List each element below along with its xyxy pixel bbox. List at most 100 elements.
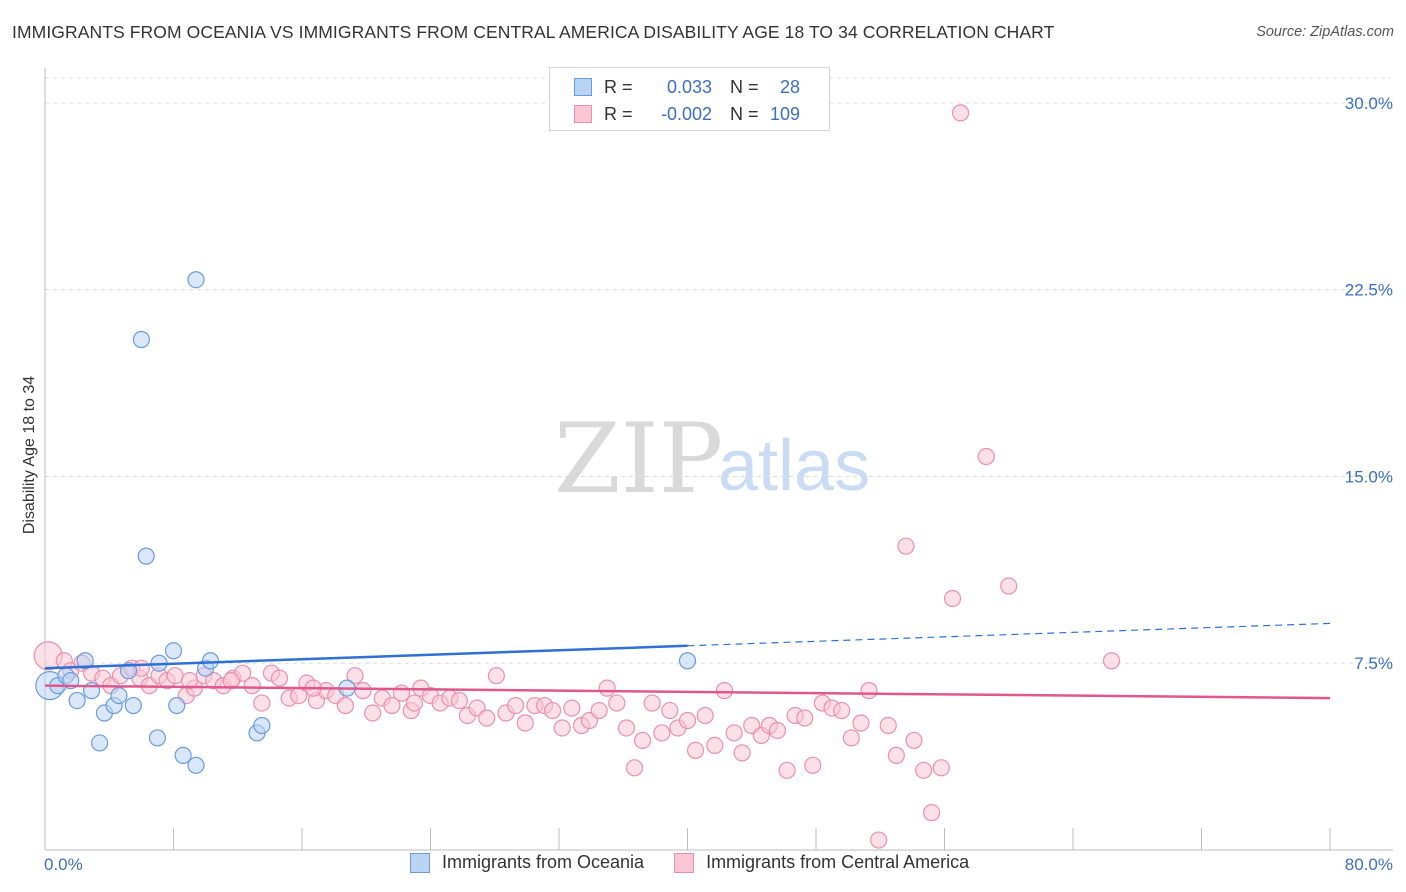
data-point-oceania: [678, 652, 697, 670]
data-point-central-america: [270, 669, 289, 687]
bottom-legend: Immigrants from Oceania Immigrants from …: [410, 852, 999, 873]
data-point-central-america: [553, 719, 571, 737]
data-point-central-america: [733, 744, 751, 762]
data-point-central-america: [879, 716, 897, 735]
gridlines: [45, 77, 1390, 664]
data-point-central-america: [768, 721, 787, 740]
data-point-central-america: [852, 714, 870, 732]
trend-lines: [44, 622, 1331, 700]
data-point-central-america: [643, 694, 661, 712]
data-point-central-america: [905, 731, 923, 750]
data-point-central-america: [923, 804, 941, 822]
y-tick-label: 15.0%: [1345, 467, 1393, 486]
data-point-oceania: [164, 642, 183, 660]
data-point-central-america: [336, 696, 354, 715]
data-point-oceania: [187, 756, 205, 774]
data-point-oceania: [187, 271, 205, 289]
data-point-central-america: [860, 682, 878, 700]
watermark-zip: ZIP: [554, 403, 723, 515]
axes: [44, 68, 1393, 851]
data-point-central-america: [915, 761, 933, 779]
data-point-central-america: [478, 709, 496, 727]
data-point-central-america: [778, 761, 796, 779]
data-point-central-america: [842, 729, 860, 747]
trend-line-central-america: [44, 684, 1331, 700]
data-point-central-america: [943, 589, 962, 608]
data-point-central-america: [887, 746, 905, 764]
legend-r-label: R =: [604, 76, 633, 97]
legend-swatch-oceania: [574, 78, 592, 96]
data-point-oceania: [76, 652, 94, 670]
tick-labels: 7.5% 15.0% 22.5% 30.0% 0.0% 80.0%: [44, 94, 1393, 874]
chart-title: IMMIGRANTS FROM OCEANIA VS IMMIGRANTS FR…: [12, 22, 1055, 42]
data-point-oceania: [91, 734, 109, 752]
data-point-central-america: [686, 741, 705, 759]
data-point-central-america: [1000, 577, 1018, 595]
data-point-central-america: [166, 667, 184, 685]
series-central-america-points: [33, 104, 1121, 849]
bottom-legend-swatch-oceania: [410, 852, 430, 873]
data-point-central-america: [543, 701, 562, 720]
x-tick-label: 0.0%: [44, 855, 83, 874]
data-point-oceania: [110, 686, 128, 705]
data-point-central-america: [715, 682, 734, 700]
legend-r-value: 0.033: [666, 76, 712, 97]
bottom-legend-swatch-central-america: [674, 852, 695, 873]
bottom-legend-central-america: Immigrants from Central America: [674, 852, 969, 873]
legend-r-value: -0.002: [660, 103, 712, 124]
legend-row-central-america: R = -0.002 N = 109: [574, 102, 800, 126]
y-tick-label: 7.5%: [1354, 654, 1393, 673]
data-point-central-america: [346, 667, 364, 685]
legend-n-value: 28: [779, 76, 800, 97]
legend-n-value: 109: [769, 103, 800, 124]
legend-row-oceania: R = 0.033 N = 28: [574, 75, 800, 99]
x-tick-label: 80.0%: [1345, 855, 1393, 874]
bottom-legend-label-central-america: Immigrants from Central America: [706, 852, 970, 872]
data-point-central-america: [678, 711, 697, 730]
data-point-central-america: [951, 104, 970, 122]
data-point-central-america: [633, 731, 652, 750]
data-point-oceania: [119, 662, 138, 680]
data-point-central-america: [796, 709, 814, 727]
data-point-oceania: [68, 691, 86, 710]
data-point-central-america: [977, 447, 995, 466]
legend: R = 0.033 N = 28 R = -0.002 N = 109: [549, 67, 830, 131]
trend-line-oceania: [44, 644, 688, 670]
data-point-central-america: [696, 706, 714, 725]
data-point-central-america: [598, 679, 616, 697]
data-point-central-america: [617, 719, 636, 737]
watermark-atlas: atlas: [718, 426, 870, 506]
data-point-central-america: [870, 831, 888, 849]
legend-n-label: N =: [730, 76, 759, 97]
bottom-legend-label-oceania: Immigrants from Oceania: [442, 852, 645, 872]
data-point-central-america: [590, 701, 608, 720]
chart-source: Source: ZipAtlas.com: [1256, 24, 1394, 40]
data-point-oceania: [174, 746, 192, 764]
data-point-central-america: [364, 704, 382, 722]
watermark: ZIP atlas: [554, 403, 870, 515]
data-point-oceania: [253, 716, 271, 735]
data-point-central-america: [625, 759, 644, 777]
data-point-oceania: [168, 696, 186, 715]
data-point-oceania: [132, 330, 150, 349]
data-point-oceania: [137, 547, 155, 565]
data-point-central-america: [450, 691, 469, 710]
data-point-central-america: [507, 696, 525, 715]
legend-r-label: R =: [604, 103, 633, 124]
data-point-central-america: [516, 714, 534, 732]
data-point-central-america: [725, 724, 743, 742]
legend-swatch-central-america: [574, 105, 592, 123]
data-point-central-america: [354, 682, 372, 700]
data-point-oceania: [148, 729, 167, 747]
data-point-central-america: [487, 667, 505, 685]
data-point-oceania: [201, 652, 220, 670]
data-point-central-america: [253, 694, 271, 712]
data-point-oceania: [124, 696, 142, 715]
data-point-central-america: [180, 672, 199, 690]
y-tick-label: 22.5%: [1345, 281, 1393, 300]
data-point-central-america: [804, 756, 822, 774]
bottom-legend-oceania: Immigrants from Oceania: [410, 852, 644, 873]
data-point-central-america: [383, 696, 401, 715]
data-point-central-america: [243, 677, 261, 695]
